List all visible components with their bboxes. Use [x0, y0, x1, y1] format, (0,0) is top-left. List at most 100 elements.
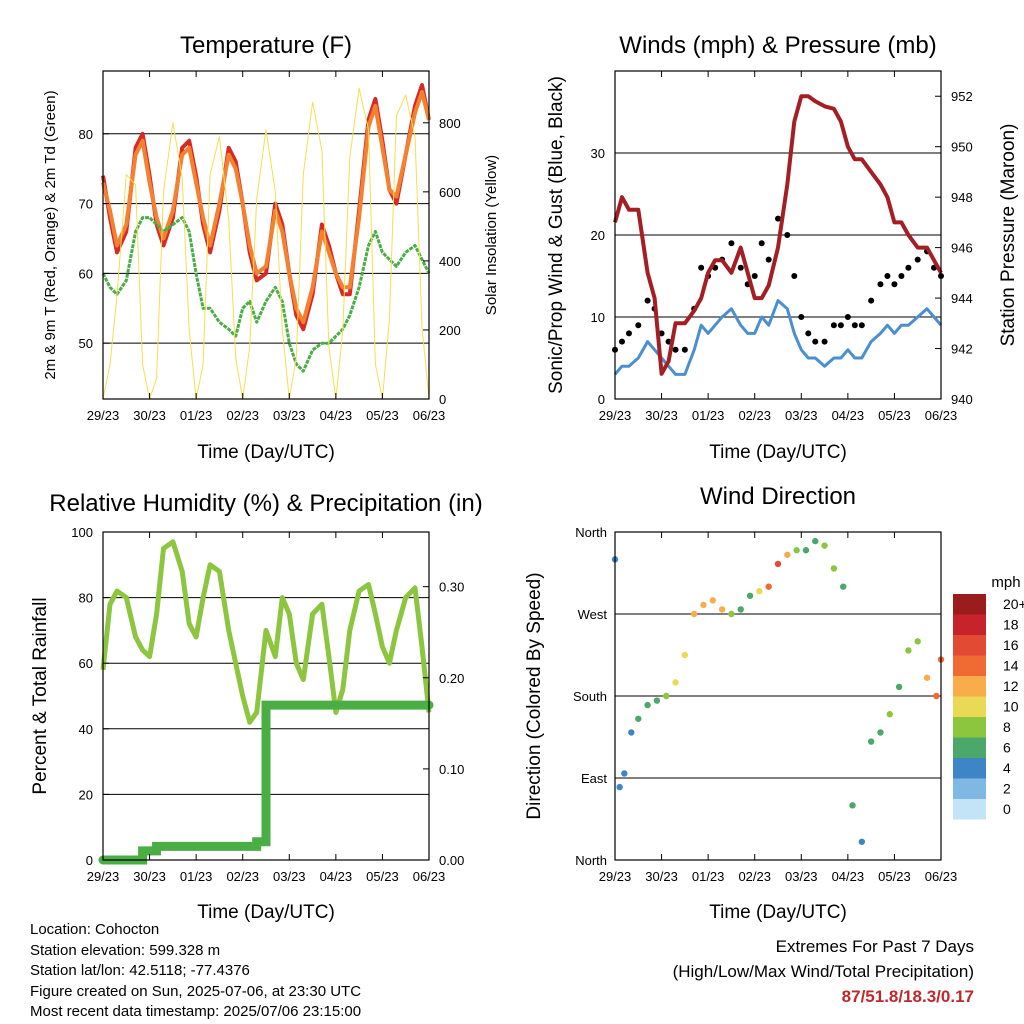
humidity-series	[98, 539, 434, 865]
y-tick-label: 944	[951, 291, 973, 306]
gust-point	[765, 256, 772, 263]
gust-point	[851, 322, 858, 329]
y-tick-label: 940	[951, 392, 973, 407]
x-tick-label: 06/23	[413, 869, 446, 884]
series-line-precipitation	[98, 700, 434, 865]
x-tick-label: 01/23	[180, 869, 213, 884]
series-line-2m-td	[101, 216, 431, 373]
direction-point	[765, 583, 772, 590]
y-tick-label: 70	[79, 197, 93, 212]
y-tick-label: 946	[951, 241, 973, 256]
x-tick-label: 04/23	[320, 408, 353, 423]
gust-point	[914, 256, 921, 263]
colorbar-label: 20+	[1003, 596, 1024, 612]
direction-point	[663, 692, 670, 700]
humidity-frame	[102, 531, 430, 861]
gust-point	[737, 264, 744, 271]
direction-y-label: Direction (Colored By Speed)	[524, 572, 545, 819]
colorbar-swatch	[953, 696, 986, 717]
direction-point	[709, 597, 716, 604]
y-tick-label: 0.00	[439, 853, 464, 868]
direction-point	[756, 588, 763, 595]
gust-point	[858, 322, 865, 329]
y-tick-label: South	[573, 689, 607, 704]
station-location: Location: Cohocton	[30, 921, 160, 938]
x-tick-label: 04/23	[832, 408, 865, 423]
x-tick-label: 03/23	[785, 869, 818, 884]
direction-point	[690, 610, 698, 618]
x-tick-label: 29/23	[599, 869, 632, 884]
colorbar-swatch	[953, 778, 986, 799]
gust-point	[728, 240, 735, 247]
temperature-y-label: 2m & 9m T (Red, Orange) & 2m Td (Green)	[42, 90, 59, 379]
direction-point	[700, 601, 707, 609]
gust-point	[758, 240, 765, 247]
gust-point	[698, 264, 705, 271]
direction-x-label: Time (Day/UTC)	[709, 902, 847, 923]
winds-title: Winds (mph) & Pressure (mb)	[619, 32, 936, 59]
x-tick-label: 29/23	[87, 408, 120, 423]
y-tick-label: 0.30	[439, 580, 464, 595]
direction-point	[895, 683, 903, 691]
series-line-9m-t	[101, 89, 431, 325]
x-tick-label: 01/23	[692, 869, 725, 884]
gust-point	[844, 314, 851, 320]
x-tick-label: 03/23	[273, 869, 306, 884]
gust-point	[868, 297, 875, 304]
colorbar-swatch	[953, 614, 986, 635]
direction-point	[746, 592, 754, 599]
colorbar-swatch	[953, 635, 986, 656]
x-tick-label: 01/23	[692, 408, 725, 423]
direction-panel: Wind Direction North East South West North 2…	[524, 483, 1024, 923]
x-tick-label: 04/23	[320, 869, 353, 884]
winds-series	[612, 94, 944, 376]
y-tick-label: 40	[79, 722, 93, 737]
x-tick-label: 30/23	[645, 408, 678, 423]
direction-point	[858, 838, 866, 845]
colorbar-title: mph	[991, 574, 1020, 591]
x-tick-label: 01/23	[180, 408, 213, 423]
direction-scatter	[611, 537, 945, 845]
gust-point	[798, 314, 805, 320]
x-tick-label: 30/23	[133, 869, 166, 884]
x-tick-label: 02/23	[226, 869, 259, 884]
direction-axes: North East South West North	[573, 525, 621, 868]
gust-point	[751, 273, 758, 279]
temperature-y2-label: Solar Insolation (Yellow)	[483, 155, 500, 315]
gust-point	[658, 330, 665, 337]
y-tick-label: 200	[439, 323, 461, 338]
direction-point	[821, 542, 828, 549]
gust-point	[618, 338, 625, 345]
colorbar-label: 14	[1003, 658, 1019, 674]
y-tick-label: 600	[439, 185, 461, 200]
y-tick-label: 400	[439, 254, 461, 269]
gust-point	[821, 338, 828, 345]
y-tick-label: 948	[951, 190, 973, 205]
y-tick-label: 942	[951, 342, 973, 357]
humidity-panel: Relative Humidity (%) & Precipitation (i…	[30, 490, 483, 923]
colorbar-label: 10	[1003, 699, 1019, 715]
temperature-x-label: Time (Day/UTC)	[197, 442, 335, 463]
direction-point	[802, 547, 810, 554]
y-tick-label: 0	[598, 392, 605, 407]
humidity-x-label: Time (Day/UTC)	[197, 902, 335, 923]
gust-point	[805, 330, 812, 337]
colorbar-swatch	[953, 799, 986, 820]
colorbar-label: 6	[1003, 740, 1011, 756]
x-tick-label: 06/23	[925, 408, 958, 423]
y-tick-label: 60	[79, 266, 93, 281]
y-tick-label: 100	[71, 525, 93, 540]
x-tick-label: 02/23	[738, 869, 771, 884]
colorbar-label: 18	[1003, 617, 1019, 633]
y-tick-label: 30	[591, 146, 605, 161]
direction-point	[793, 547, 800, 554]
x-tick-label: 05/23	[878, 408, 911, 423]
direction-point	[737, 606, 744, 613]
recent-timestamp: Most recent data timestamp: 2025/07/06 2…	[30, 1003, 362, 1020]
y-tick-label: 950	[951, 140, 973, 155]
direction-title: Wind Direction	[700, 483, 856, 510]
y-tick-label: 0	[439, 392, 446, 407]
winds-panel: Winds (mph) & Pressure (mb) 0 10 20 30 940 94…	[546, 32, 1019, 463]
colorbar-label: 0	[1003, 801, 1011, 817]
direction-point	[923, 674, 931, 681]
